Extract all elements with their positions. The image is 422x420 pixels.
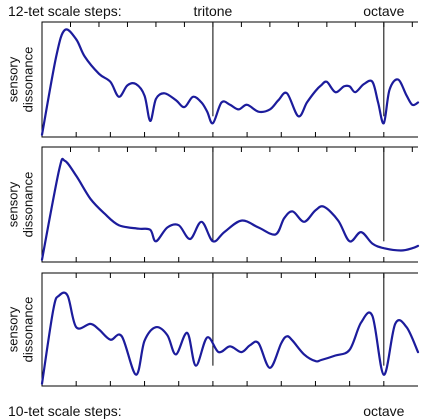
axis-frame [41,146,418,263]
panel-2: sensory dissonance [5,146,420,263]
panel-3: sensory dissonance [5,272,420,387]
top-axis-label: 12-tet scale steps: [8,3,122,19]
axis-frame [41,21,418,138]
bottom-axis-label: 10-tet scale steps: [8,403,122,419]
marker-label-octave: octave [363,3,404,19]
dissonance-curve [40,291,420,385]
y-axis-label: sensory [5,56,20,102]
panel-1: sensory dissonance [5,21,420,138]
bottom-marker-labels: octave [363,403,404,419]
top-marker-labels: tritone octave [193,3,404,19]
dissonance-curve [40,28,420,136]
axis-frame [41,272,418,387]
marker-label-octave: octave [363,403,404,419]
y-axis-label: dissonance [20,47,35,113]
y-axis-label: sensory [5,306,20,352]
y-axis-label: sensory [5,181,20,227]
marker-label-tritone: tritone [193,3,232,19]
dissonance-curve [40,157,420,261]
y-axis-label: dissonance [20,172,35,238]
y-axis-label: dissonance [20,297,35,363]
